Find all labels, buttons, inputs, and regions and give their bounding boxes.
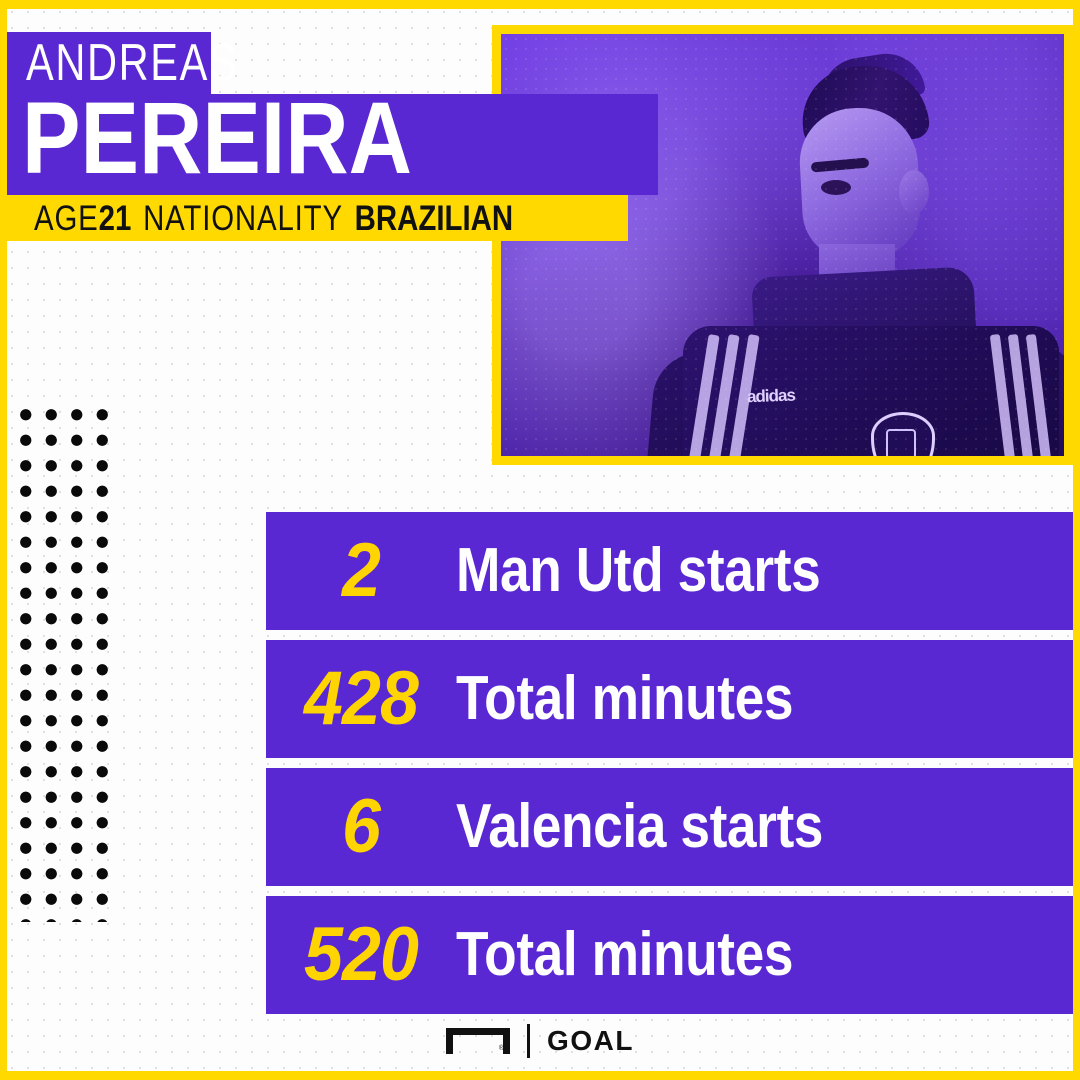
goal-wordmark: GOAL	[547, 1025, 634, 1056]
stat-value: 2	[342, 528, 381, 613]
age-label: AGE	[34, 199, 99, 238]
stat-row: 2 Man Utd starts	[266, 512, 1073, 630]
stat-row: 520 Total minutes	[266, 896, 1073, 1014]
player-meta-text: AGE21 NATIONALITY BRAZILIAN	[34, 199, 513, 239]
age-value: 21	[98, 199, 132, 238]
stat-label: Total minutes	[456, 920, 794, 989]
player-last-name: PEREIRA	[22, 81, 412, 195]
frame-border-left	[0, 0, 7, 1080]
frame-border-right	[1073, 0, 1080, 1080]
stat-label: Valencia starts	[456, 792, 824, 861]
stat-value: 520	[304, 912, 419, 997]
trademark-symbol: ®	[498, 1045, 505, 1052]
stat-label: Man Utd starts	[456, 536, 821, 605]
nationality-value: BRAZILIAN	[354, 199, 514, 238]
stats-list: 2 Man Utd starts 428 Total minutes 6 Val…	[266, 512, 1073, 1024]
decorative-dot-grid	[13, 402, 117, 922]
stat-row: 428 Total minutes	[266, 640, 1073, 758]
stat-value: 428	[304, 656, 419, 741]
goalpost-icon: ®	[446, 1028, 511, 1054]
frame-border-top	[0, 0, 1080, 9]
player-photo: adidas	[492, 25, 1073, 465]
footer-branding: ® GOAL	[0, 1024, 1080, 1058]
stat-row: 6 Valencia starts	[266, 768, 1073, 886]
nationality-label: NATIONALITY	[143, 199, 343, 238]
logo-divider	[527, 1024, 531, 1058]
stat-value: 6	[342, 784, 381, 869]
stat-label: Total minutes	[456, 664, 794, 733]
frame-border-bottom	[0, 1071, 1080, 1080]
